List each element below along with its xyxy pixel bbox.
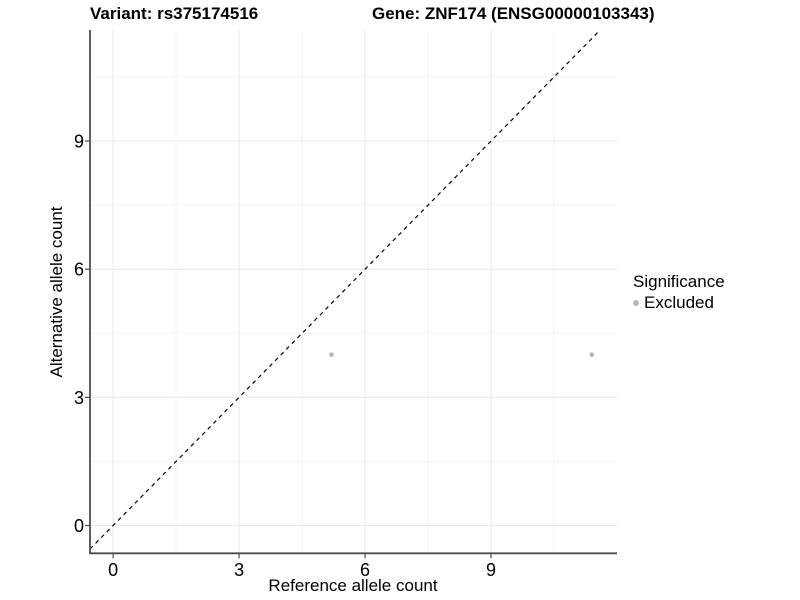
data-point [589, 352, 595, 357]
legend: Significance Excluded [633, 272, 725, 312]
legend-title: Significance [633, 272, 725, 291]
data-point [329, 352, 334, 357]
legend-item-excluded: Excluded [633, 293, 725, 312]
plot-title-gene: Gene: ZNF174 (ENSG00000103343) [372, 4, 655, 23]
excluded-point-icon [633, 299, 639, 306]
y-tick-label: 6 [74, 260, 84, 280]
x-tick-label: 6 [360, 560, 370, 580]
x-tick-label: 9 [486, 560, 496, 580]
x-tick-label: 3 [234, 560, 244, 580]
y-axis-title: Alternative allele count [47, 206, 66, 378]
x-tick-label: 0 [108, 560, 118, 580]
identity-line [89, 29, 601, 550]
y-tick-label: 3 [74, 388, 84, 408]
x-axis-title: Reference allele count [268, 576, 438, 595]
plot-title-variant: Variant: rs375174516 [90, 4, 259, 23]
legend-item-label: Excluded [644, 293, 714, 312]
y-tick-label: 9 [74, 132, 84, 152]
y-tick-label: 0 [74, 516, 84, 536]
